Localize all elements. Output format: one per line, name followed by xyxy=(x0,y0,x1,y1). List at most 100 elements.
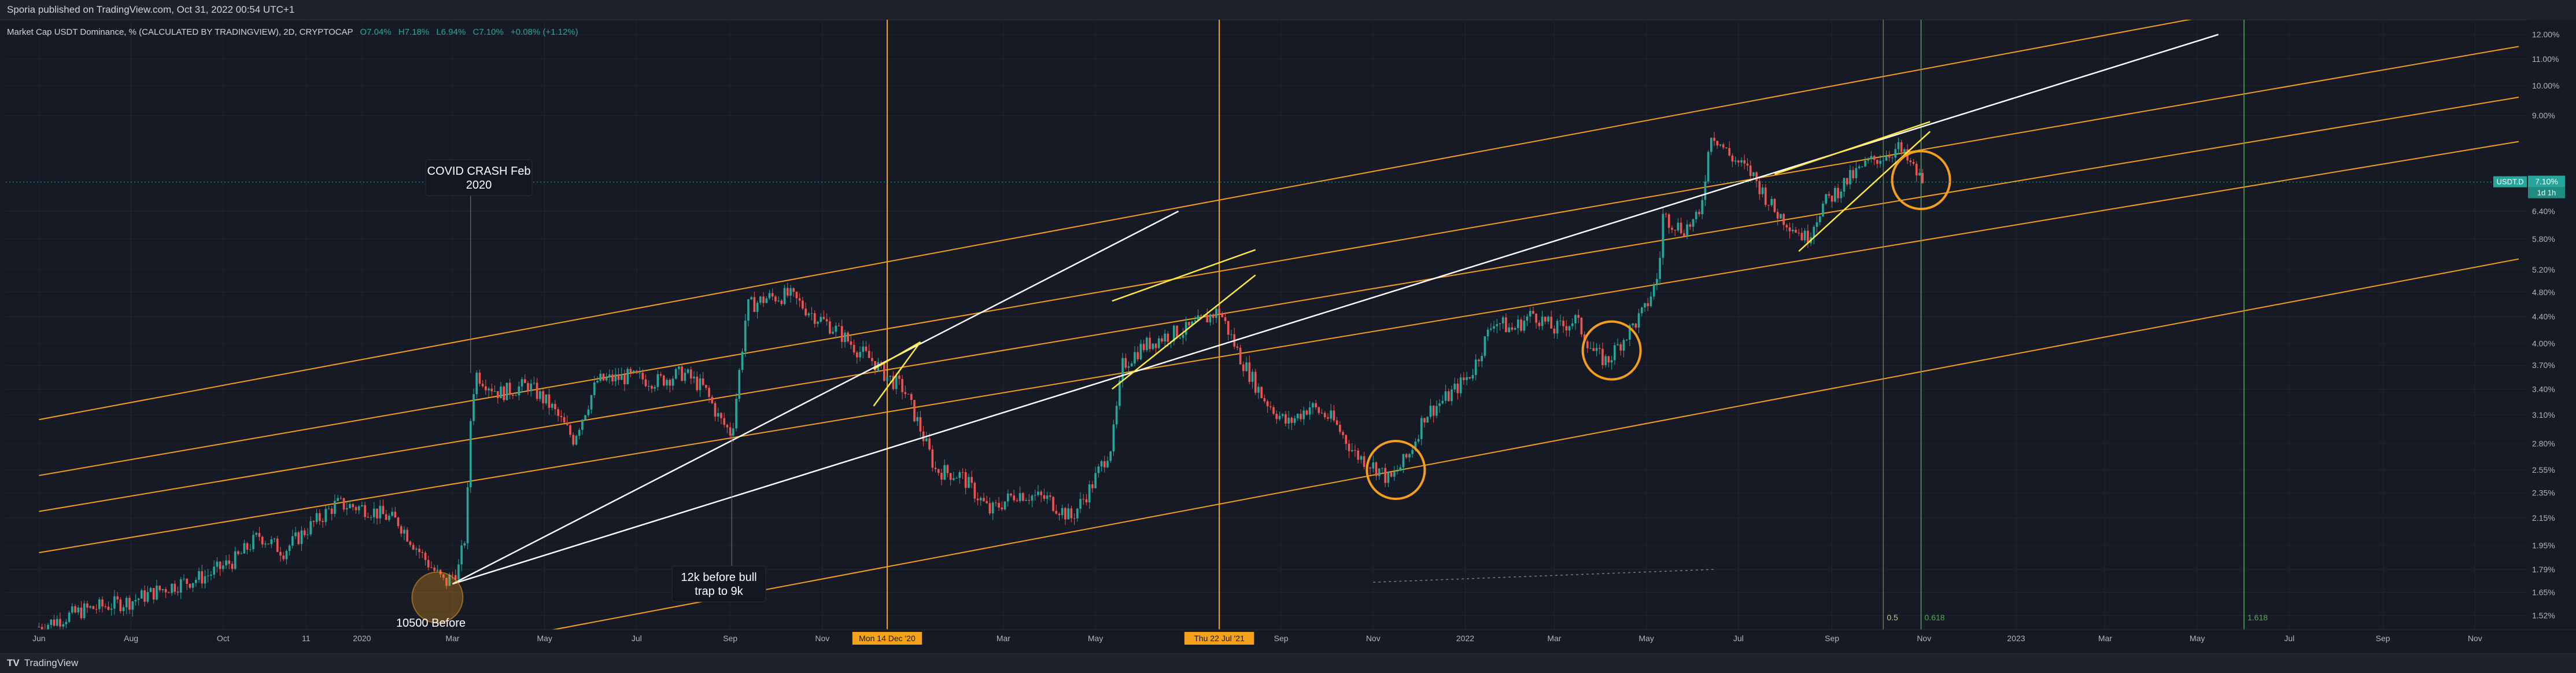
fib-labels: 0.5 0.618 1.618 xyxy=(1887,613,2268,622)
candle-body xyxy=(92,606,95,609)
candle-body xyxy=(1604,356,1607,365)
candle-body xyxy=(342,498,345,510)
candle-body xyxy=(1825,194,1827,204)
candle-body xyxy=(1221,313,1224,318)
candle-body xyxy=(1049,495,1051,497)
candle-body xyxy=(376,508,378,518)
candle-body xyxy=(925,438,928,442)
candle-body xyxy=(406,529,408,542)
candle-body xyxy=(1514,328,1516,330)
candle-body xyxy=(1490,328,1492,330)
candle-body xyxy=(678,366,680,369)
candle-body xyxy=(623,374,626,384)
candle-body xyxy=(1350,450,1353,451)
candle-body xyxy=(1544,317,1547,322)
candle-body xyxy=(1315,403,1317,407)
candle-body xyxy=(1667,214,1670,228)
candle-body xyxy=(1894,149,1897,158)
y-tick-label: 2.15% xyxy=(2532,513,2555,523)
symbol-tag: USDT.D xyxy=(2497,178,2524,186)
candle-body xyxy=(955,477,958,479)
annotation-10500[interactable]: 10500 Before xyxy=(396,617,466,630)
candle-body xyxy=(355,507,357,510)
candle-body xyxy=(1435,406,1438,416)
candle-body xyxy=(1025,500,1027,501)
candle-body xyxy=(820,317,822,322)
candle-body xyxy=(282,556,285,560)
candle-body xyxy=(391,512,393,516)
candle-body xyxy=(1873,156,1876,160)
candle-body xyxy=(222,565,224,569)
candle-body xyxy=(644,379,647,387)
candle-body xyxy=(164,589,167,593)
candle-body xyxy=(334,501,336,514)
candle-body xyxy=(1215,308,1217,318)
candle-body xyxy=(735,399,737,429)
candle-body xyxy=(113,596,116,609)
candle-body xyxy=(1438,403,1441,406)
candle-body xyxy=(744,321,747,352)
candle-body xyxy=(86,603,88,608)
candle-body xyxy=(1788,227,1791,231)
candle-body xyxy=(1124,358,1127,368)
candle-body xyxy=(500,387,502,399)
price-chart[interactable]: Market Cap USDT Dominance, % (CALCULATED… xyxy=(0,20,2576,653)
candle-body xyxy=(228,560,231,564)
highlight-circle xyxy=(1891,150,1951,211)
annotation-bull-trap[interactable]: 12k before bull trap to 9k xyxy=(671,565,766,602)
candle-body xyxy=(762,296,765,303)
candle-body xyxy=(116,596,119,600)
candle-body xyxy=(554,403,556,410)
candle-body xyxy=(1511,327,1514,330)
candle-body xyxy=(418,549,420,553)
candle-body xyxy=(303,530,306,535)
candle-body xyxy=(1146,337,1148,351)
candle-body xyxy=(466,487,469,543)
candle-body xyxy=(403,529,405,534)
candle-body xyxy=(1568,326,1571,330)
highlighted-date-badge xyxy=(1184,632,1254,645)
candle-body xyxy=(1807,230,1809,244)
candle-body xyxy=(1749,166,1752,176)
candle-body xyxy=(1595,348,1598,351)
symbol-legend[interactable]: Market Cap USDT Dominance, % (CALCULATED… xyxy=(7,27,578,37)
candle-body xyxy=(475,373,478,395)
x-tick-label: Sep xyxy=(1274,634,1289,643)
candle-body xyxy=(708,388,710,397)
candle-body xyxy=(868,351,870,358)
candle-body xyxy=(973,483,976,499)
candle-body xyxy=(481,384,484,387)
candle-body xyxy=(1632,323,1634,326)
candle-body xyxy=(1818,216,1821,223)
candle-body xyxy=(1900,142,1903,152)
current-countdown-label: 1d 1h xyxy=(2537,189,2556,197)
candle-body xyxy=(231,564,234,569)
tradingview-logo[interactable]: TV TradingView xyxy=(7,657,78,669)
candle-body xyxy=(1617,344,1619,345)
candle-body xyxy=(557,409,559,416)
time-scale[interactable] xyxy=(0,629,2576,653)
y-tick-label: 1.65% xyxy=(2532,588,2555,597)
candle-body xyxy=(684,373,687,381)
candle-body xyxy=(976,498,979,501)
candle-body xyxy=(1743,160,1746,164)
candle-body xyxy=(433,567,436,571)
candle-body xyxy=(1387,472,1390,483)
candle-body xyxy=(545,394,548,403)
candle-body xyxy=(1444,391,1447,401)
candle-body xyxy=(216,561,219,567)
candle-body xyxy=(705,385,707,388)
candle-body xyxy=(671,378,674,386)
y-tick-label: 11.00% xyxy=(2532,54,2559,64)
candle-body xyxy=(518,386,521,396)
annotation-covid-crash[interactable]: COVID CRASH Feb 2020 xyxy=(425,159,533,196)
annotation-10500-text: 10500 Before xyxy=(396,617,466,630)
svg-text:Market Cap USDT Dominance, % (: Market Cap USDT Dominance, % (CALCULATED… xyxy=(7,27,578,37)
candle-body xyxy=(1278,415,1281,420)
candle-body xyxy=(937,469,940,473)
price-scale[interactable] xyxy=(2527,20,2576,630)
candle-body xyxy=(795,292,798,299)
candle-body xyxy=(1493,326,1495,329)
candle-body xyxy=(385,514,387,520)
x-tick-label: Nov xyxy=(1366,634,1381,643)
